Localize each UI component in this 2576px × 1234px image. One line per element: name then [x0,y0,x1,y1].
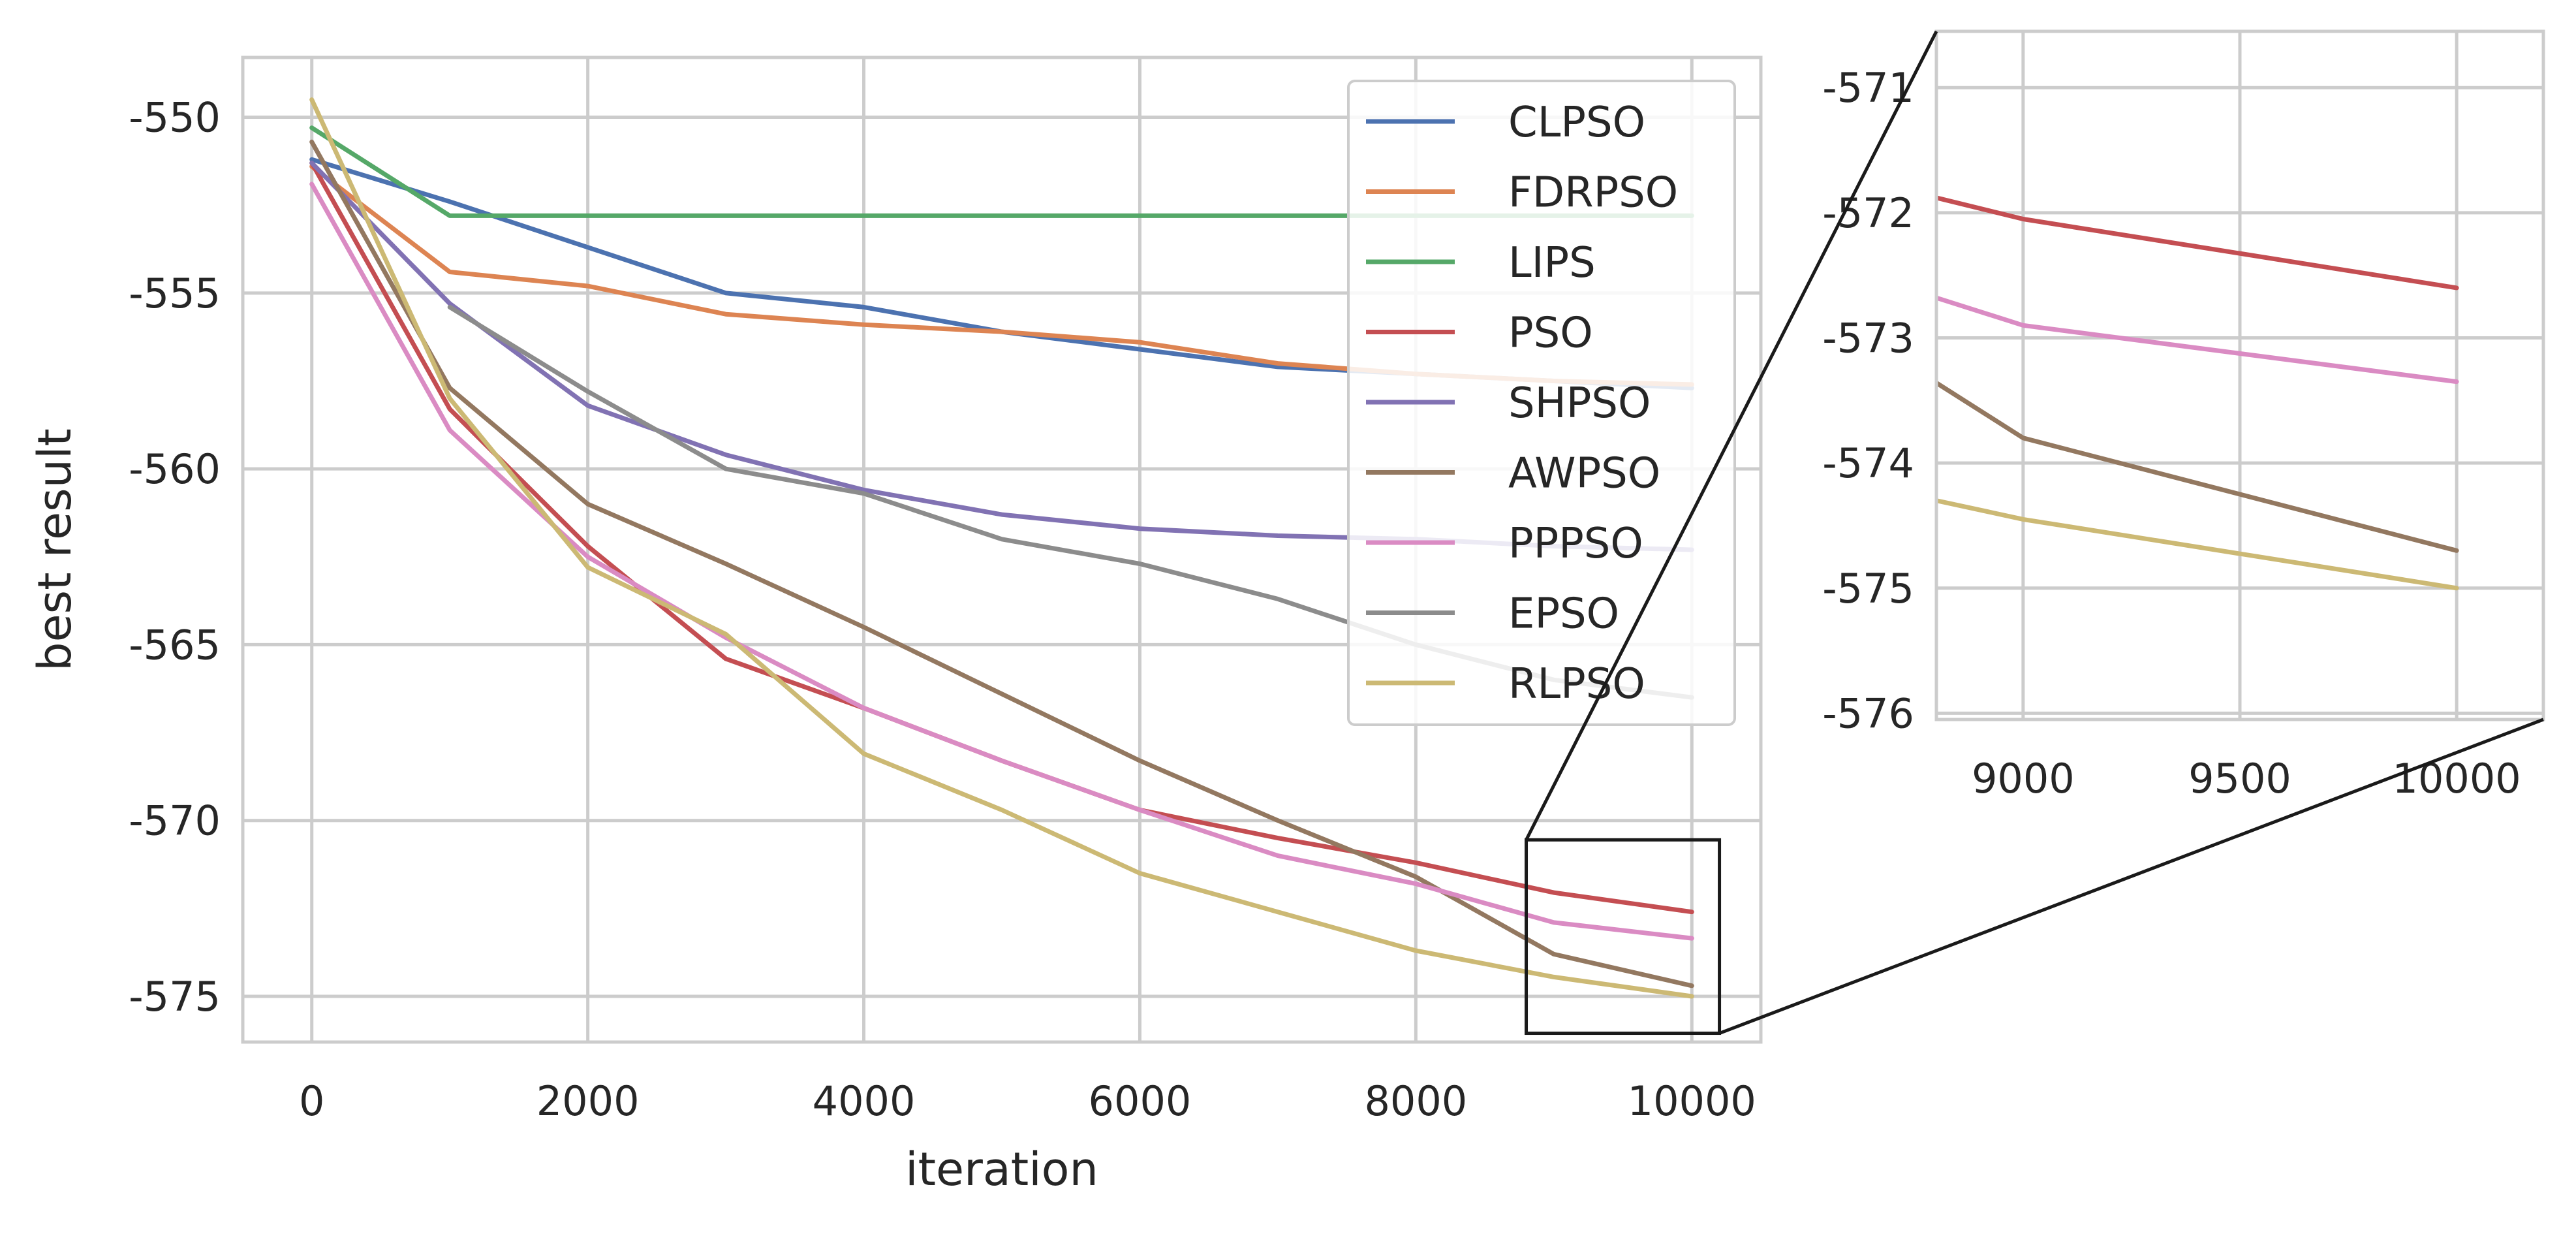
legend-label-awpso: AWPSO [1508,450,1660,498]
series-line-awpso [309,139,1694,989]
legend-label-pppso: PPPSO [1508,520,1643,568]
inset-x-tick-label: 9500 [2188,755,2291,802]
inset-y-tick-label: -575 [1822,565,1914,612]
legend-label-epso: EPSO [1508,590,1619,639]
y-tick-label: -555 [129,270,221,317]
x-tick-label: 6000 [1089,1077,1192,1125]
y-tick-label: -565 [129,621,221,669]
legend-box [1347,80,1736,726]
zoom-indicator [1525,30,2544,1036]
inset-series-line-rlpso [1936,498,2459,591]
x-tick-label: 0 [299,1077,324,1125]
y-tick-label: -570 [129,797,221,845]
legend-label-clpso: CLPSO [1508,99,1645,147]
x-tick-label: 8000 [1364,1077,1467,1125]
y-tick-label: -560 [129,445,221,493]
inset-series-line-pppso [1936,295,2459,385]
x-tick-label: 4000 [813,1077,916,1125]
y-tick-label: -550 [129,94,221,142]
inset-series-line-awpso [1936,380,2459,553]
legend-label-rlpso: RLPSO [1508,660,1645,708]
zoom-connector-top [1525,30,1938,841]
y-tick-label: -575 [129,973,221,1020]
zoom-region-box [1525,838,1722,1036]
legend-label-lips: LIPS [1508,239,1596,287]
x-axis-label: iteration [905,1143,1098,1196]
x-tick-label: 10000 [1628,1077,1756,1125]
legend-label-pso: PSO [1508,309,1593,358]
x-tick-label: 2000 [536,1077,640,1125]
main-plot-frame [241,55,1763,1044]
inset-plot-frame [1934,29,2545,721]
inset-series-line-pso [1936,195,2459,291]
legend-label-fdrpso: FDRPSO [1508,169,1678,217]
legend: CLPSO FDRPSO LIPS PSO SHPSO AWPSO PPPSO EPSO RLP… [1347,80,1736,726]
legend-label-shpso: SHPSO [1508,379,1651,428]
inset-y-tick-label: -573 [1822,315,1914,362]
series-line-rlpso [309,97,1694,999]
inset-x-tick-label: 9000 [1972,755,2075,802]
inset-y-tick-label: -574 [1822,439,1914,487]
inset-x-tick-label: 10000 [2393,755,2521,802]
zoom-connector-bottom [1718,718,2544,1035]
inset-plot: 9000 9500 10000-571-572-573-574-575-576 [1822,29,2545,802]
inset-y-tick-label: -576 [1822,689,1914,737]
y-axis-label: best result [28,428,82,671]
